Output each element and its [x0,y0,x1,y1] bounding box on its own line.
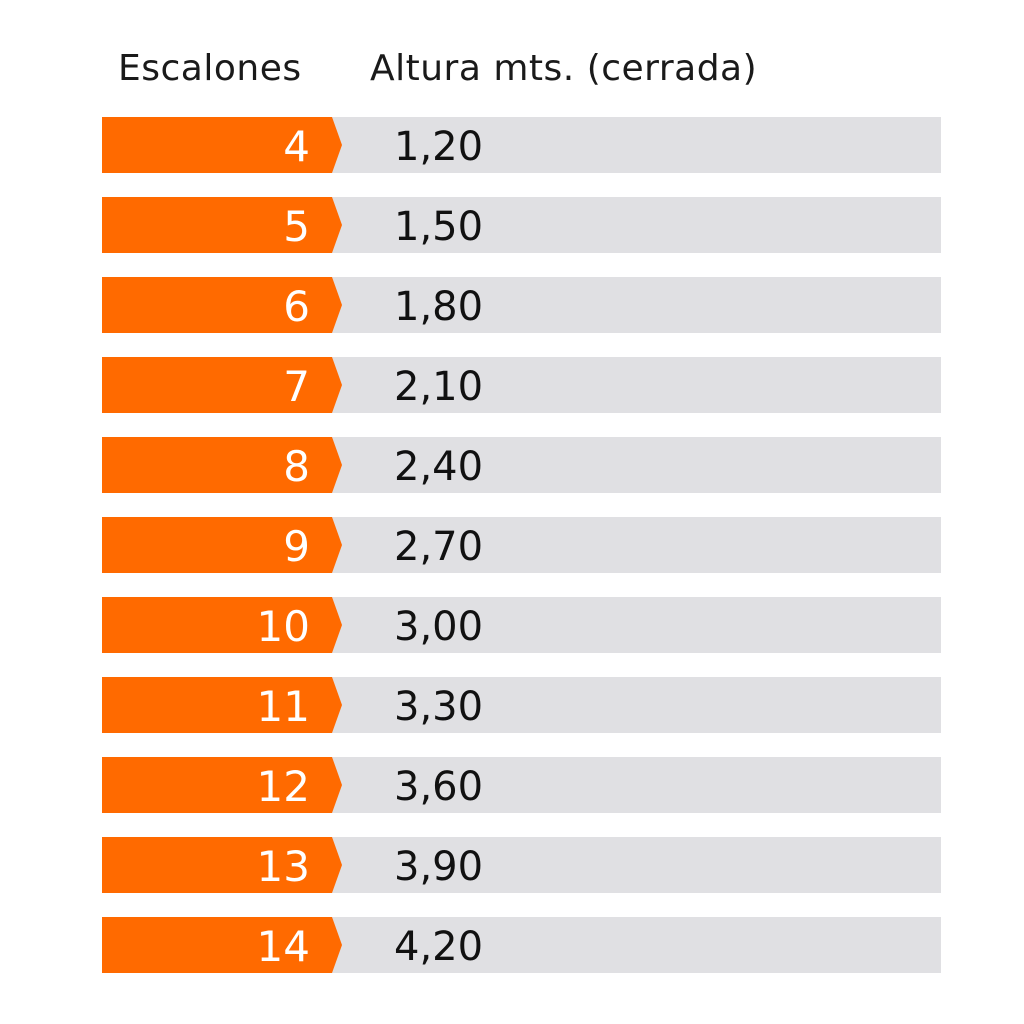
height-value: 3,00 [394,604,484,650]
steps-value: 5 [283,202,310,251]
arrow-tag-shape [102,757,342,813]
arrow-tag-shape [102,357,342,413]
height-value: 3,90 [394,844,484,890]
header-height: Altura mts. (cerrada) [370,48,758,89]
steps-tag: 8 [102,437,342,493]
steps-value: 6 [283,282,310,331]
arrow-tag-shape [102,917,342,973]
arrow-tag-shape [102,677,342,733]
arrow-tag-shape [102,837,342,893]
height-value: 2,10 [394,364,484,410]
arrow-tag-shape [102,517,342,573]
steps-value: 4 [283,122,310,171]
steps-tag: 11 [102,677,342,733]
steps-value: 13 [256,842,310,891]
table-row: 14 4,20 [102,917,941,973]
height-value: 3,60 [394,764,484,810]
steps-tag: 6 [102,277,342,333]
steps-tag: 7 [102,357,342,413]
table-row: 11 3,30 [102,677,941,733]
steps-value: 7 [283,362,310,411]
table-row: 7 2,10 [102,357,941,413]
steps-tag: 5 [102,197,342,253]
steps-tag: 14 [102,917,342,973]
height-value: 4,20 [394,924,484,970]
steps-value: 12 [256,762,310,811]
table-row: 9 2,70 [102,517,941,573]
steps-value: 10 [256,602,310,651]
steps-tag: 4 [102,117,342,173]
height-value: 3,30 [394,684,484,730]
steps-tag: 13 [102,837,342,893]
height-value: 1,50 [394,204,484,250]
arrow-tag-shape [102,197,342,253]
steps-tag: 12 [102,757,342,813]
table-row: 13 3,90 [102,837,941,893]
arrow-tag-shape [102,437,342,493]
table-row: 4 1,20 [102,117,941,173]
height-value: 2,40 [394,444,484,490]
table-row: 12 3,60 [102,757,941,813]
steps-value: 8 [283,442,310,491]
steps-value: 9 [283,522,310,571]
table-header: Escalones Altura mts. (cerrada) [0,48,1024,98]
steps-value: 14 [256,922,310,971]
arrow-tag-shape [102,597,342,653]
arrow-tag-shape [102,277,342,333]
height-value: 2,70 [394,524,484,570]
height-value: 1,80 [394,284,484,330]
steps-tag: 10 [102,597,342,653]
arrow-tag-shape [102,117,342,173]
table-body: 4 1,20 5 1,50 6 1,80 7 2,10 8 2,40 9 2,70 10 3,00 11 3,… [102,117,941,997]
table-row: 8 2,40 [102,437,941,493]
steps-tag: 9 [102,517,342,573]
table-row: 5 1,50 [102,197,941,253]
table-row: 10 3,00 [102,597,941,653]
header-steps: Escalones [118,48,302,89]
steps-value: 11 [256,682,310,731]
height-value: 1,20 [394,124,484,170]
table-row: 6 1,80 [102,277,941,333]
